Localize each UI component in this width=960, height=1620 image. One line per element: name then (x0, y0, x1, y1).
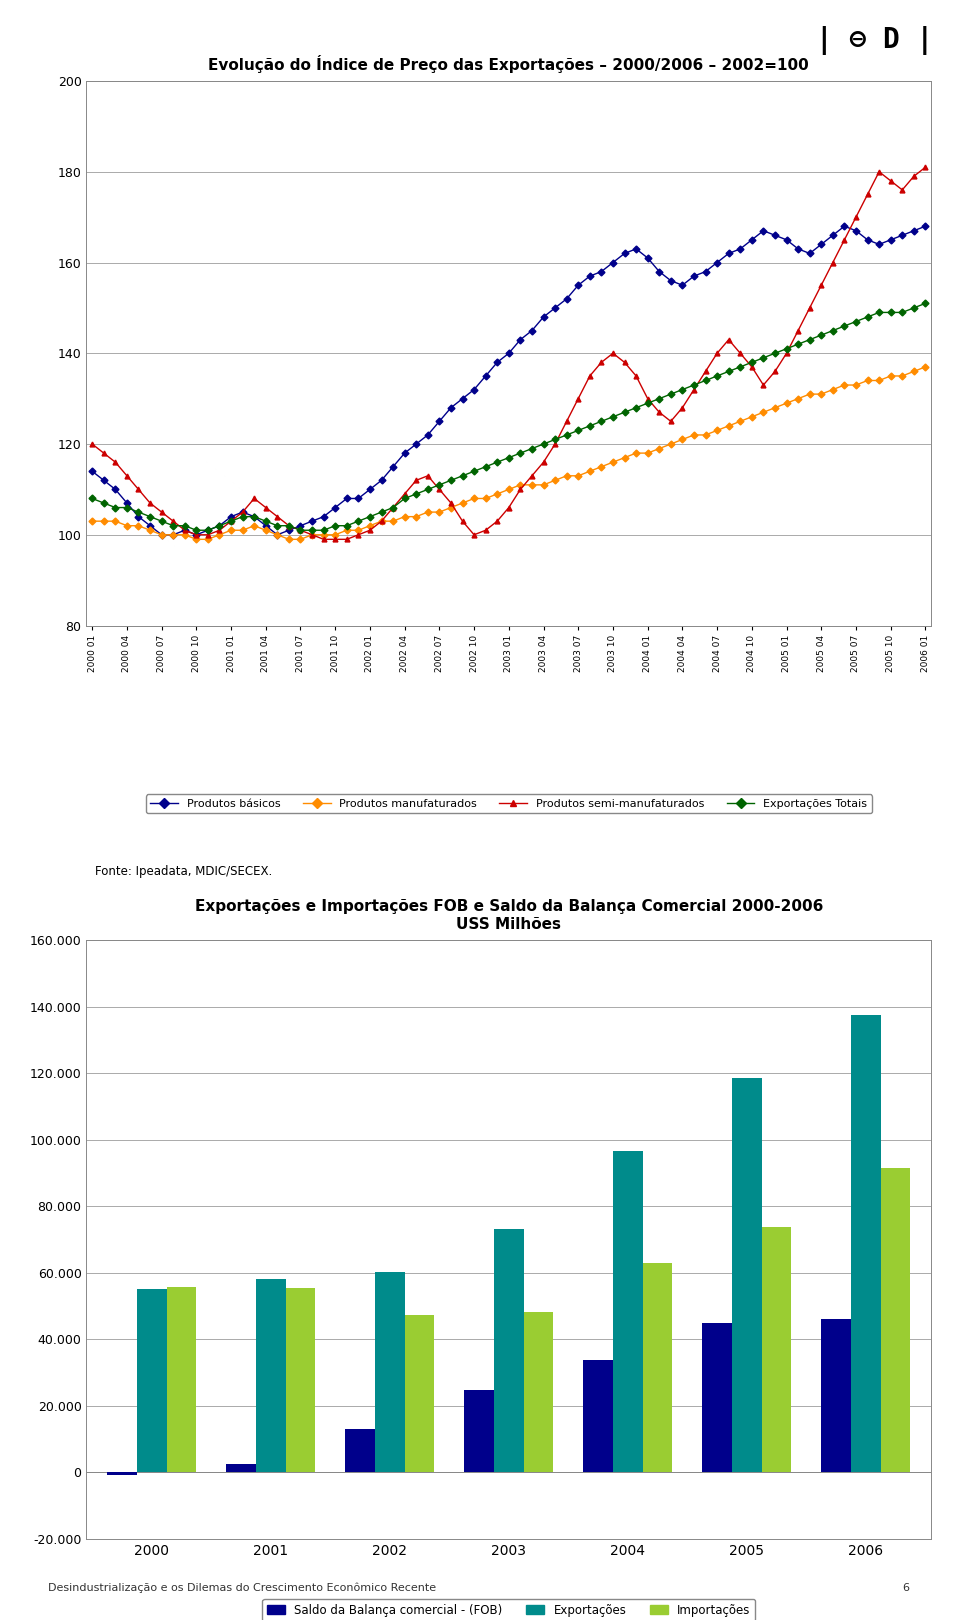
Text: 6: 6 (902, 1583, 909, 1592)
Line: Produtos semi-manufaturados: Produtos semi-manufaturados (89, 165, 928, 541)
Produtos semi-manufaturados (920, 157, 931, 177)
Exportações Totais (792, 334, 804, 353)
Legend: Saldo da Balança comercial - (FOB), Exportações, Importações: Saldo da Balança comercial - (FOB), Expo… (262, 1599, 756, 1620)
Bar (286, 1288, 316, 1473)
Bar (851, 1014, 880, 1473)
Bar (465, 1390, 494, 1473)
Produtos manufaturados (792, 389, 804, 408)
Produtos básicos (862, 230, 874, 249)
Produtos manufaturados (191, 530, 203, 549)
Produtos semi-manufaturados (851, 207, 862, 227)
Produtos manufaturados (86, 512, 98, 531)
Bar (523, 1312, 553, 1473)
Bar (167, 1288, 197, 1473)
Exportações Totais (515, 444, 526, 463)
Bar (256, 1278, 286, 1473)
Produtos manufaturados (920, 356, 931, 376)
Produtos semi-manufaturados (318, 530, 329, 549)
Produtos básicos (920, 217, 931, 237)
Bar (583, 1361, 612, 1473)
Bar (405, 1315, 435, 1473)
Produtos básicos (515, 330, 526, 350)
Produtos básicos (792, 240, 804, 259)
Produtos semi-manufaturados (815, 275, 827, 295)
Produtos manufaturados (815, 384, 827, 403)
Produtos manufaturados (283, 530, 295, 549)
Produtos básicos (283, 520, 295, 539)
Exportações Totais (191, 520, 203, 539)
Bar (612, 1152, 642, 1473)
Produtos básicos (815, 235, 827, 254)
Exportações Totais (375, 502, 387, 522)
Bar (137, 1290, 167, 1473)
Bar (108, 1473, 137, 1474)
Line: Exportações Totais: Exportações Totais (89, 301, 928, 533)
Exportações Totais (851, 311, 862, 330)
Produtos básicos (839, 217, 851, 237)
Produtos básicos (156, 525, 167, 544)
Produtos básicos (86, 462, 98, 481)
Line: Produtos básicos: Produtos básicos (89, 224, 928, 538)
Produtos básicos (375, 470, 387, 489)
Bar (732, 1077, 761, 1473)
Produtos semi-manufaturados (792, 321, 804, 340)
Exportações Totais (86, 489, 98, 509)
Title: Exportações e Importações FOB e Saldo da Balança Comercial 2000-2006
USS Milhões: Exportações e Importações FOB e Saldo da… (195, 899, 823, 931)
Exportações Totais (815, 326, 827, 345)
Bar (494, 1230, 523, 1473)
Bar (642, 1264, 672, 1473)
Produtos manufaturados (851, 376, 862, 395)
Text: Fonte: Ipeadata, MDIC/SECEX.: Fonte: Ipeadata, MDIC/SECEX. (95, 865, 272, 878)
Produtos manufaturados (375, 512, 387, 531)
Text: | ⊖ D |: | ⊖ D | (816, 26, 933, 55)
Line: Produtos manufaturados: Produtos manufaturados (89, 364, 928, 541)
Bar (375, 1272, 405, 1473)
Legend: Produtos básicos, Produtos manufaturados, Produtos semi-manufaturados, Exportaçõ: Produtos básicos, Produtos manufaturados… (146, 794, 872, 813)
Produtos semi-manufaturados (375, 512, 387, 531)
Exportações Totais (920, 293, 931, 313)
Produtos semi-manufaturados (86, 434, 98, 454)
Produtos semi-manufaturados (515, 480, 526, 499)
Text: Desindustrialização e os Dilemas do Crescimento Econômico Recente: Desindustrialização e os Dilemas do Cres… (48, 1583, 436, 1592)
Bar (761, 1228, 791, 1473)
Produtos manufaturados (515, 475, 526, 494)
Bar (821, 1319, 851, 1473)
Bar (880, 1168, 910, 1473)
Bar (227, 1463, 256, 1473)
Bar (702, 1324, 732, 1473)
Bar (346, 1429, 375, 1473)
Produtos semi-manufaturados (272, 507, 283, 526)
Exportações Totais (283, 517, 295, 536)
Title: Evolução do Índice de Preço das Exportações – 2000/2006 – 2002=100: Evolução do Índice de Preço das Exportaç… (208, 55, 809, 73)
